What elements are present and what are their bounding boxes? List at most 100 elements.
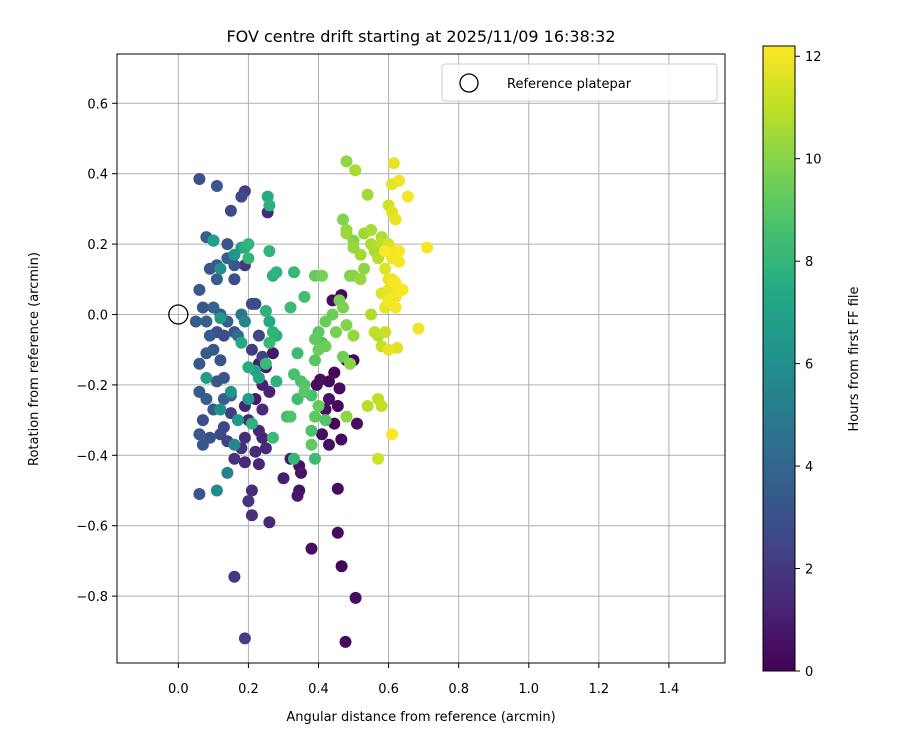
data-point [331,400,344,412]
data-point [295,466,307,479]
x-tick-label: 1.4 [659,682,680,697]
data-point [270,266,283,279]
y-tick-label: −0.8 [76,590,108,605]
data-point [387,157,400,170]
data-point [221,238,234,251]
data-point [263,315,276,328]
x-axis-ticks: 0.0 0.2 0.4 0.6 0.8 1.0 1.2 1.4 [168,663,679,697]
data-point [263,516,276,529]
data-point [379,245,392,258]
data-point [309,333,321,346]
colorbar-tick-label: 2 [805,563,813,578]
data-point [284,301,297,314]
data-point [207,301,220,314]
data-point [214,403,227,416]
data-point [242,252,255,265]
data-point [193,488,206,500]
data-point [340,227,353,240]
data-point [389,213,402,226]
data-point [326,308,339,321]
data-point [340,319,353,332]
data-point [210,375,223,388]
reference-marker [168,304,189,325]
data-point [249,297,262,310]
data-point [372,452,385,465]
data-point [305,438,318,451]
data-point [210,273,223,286]
data-point [331,526,344,539]
y-tick-label: −0.2 [76,379,108,394]
x-axis-label: Angular distance from reference (arcmin) [286,710,555,725]
data-point [309,410,321,423]
colorbar-tick-label: 4 [805,460,813,475]
data-point [266,431,279,444]
data-point [200,347,213,360]
data-point [337,301,349,314]
data-point [256,403,269,416]
x-tick-label: 1.2 [589,682,610,697]
data-point [365,308,378,321]
data-point [361,188,374,201]
data-point [339,635,352,648]
data-point [337,213,349,226]
data-point [382,343,395,356]
data-point [235,190,248,203]
y-tick-label: −0.6 [76,520,108,535]
data-point [319,414,332,427]
data-point [245,509,258,522]
data-point [389,301,402,314]
chart-title: FOV centre drift starting at 2025/11/09 … [226,27,615,46]
data-point [298,290,311,303]
data-point [328,366,341,379]
data-point [200,371,213,384]
data-point [412,322,425,335]
data-point [228,452,241,465]
data-point [305,424,318,437]
data-point [393,255,406,268]
data-point [270,375,283,388]
data-point [309,354,321,367]
y-tick-label: 0.0 [87,308,108,323]
data-point [291,347,304,360]
data-point [379,262,392,275]
data-point [365,224,378,236]
data-point [266,347,279,360]
data-point [242,393,255,405]
data-point [214,262,227,275]
y-axis-label: Rotation from reference (arcmin) [27,252,42,466]
data-point [245,417,258,430]
plot-area-frame [116,53,726,664]
data-point [242,238,255,251]
data-point [312,400,325,412]
x-tick-label: 0.6 [378,682,399,697]
data-point [193,428,206,441]
data-point [259,305,272,317]
data-point [263,336,276,349]
data-point [333,382,346,395]
data-point [214,312,227,324]
data-points [189,155,434,648]
data-point [354,248,367,261]
data-point [231,414,244,427]
data-point [284,410,297,423]
data-point [245,343,258,356]
data-point [207,234,220,247]
data-point [323,438,335,451]
data-point [193,357,206,370]
data-point [196,414,209,427]
x-tick-label: 0.4 [308,682,329,697]
data-point [319,340,332,353]
data-point [277,472,290,485]
data-point [238,456,251,469]
data-point [200,393,213,405]
data-point [235,336,248,349]
data-point [386,428,399,441]
colorbar [762,45,796,672]
colorbar-label: Hours from first FF file [847,286,862,431]
colorbar-tick-label: 10 [805,153,822,168]
data-point [349,591,362,604]
data-point [351,417,363,430]
data-point [252,371,265,384]
data-point [288,452,300,465]
